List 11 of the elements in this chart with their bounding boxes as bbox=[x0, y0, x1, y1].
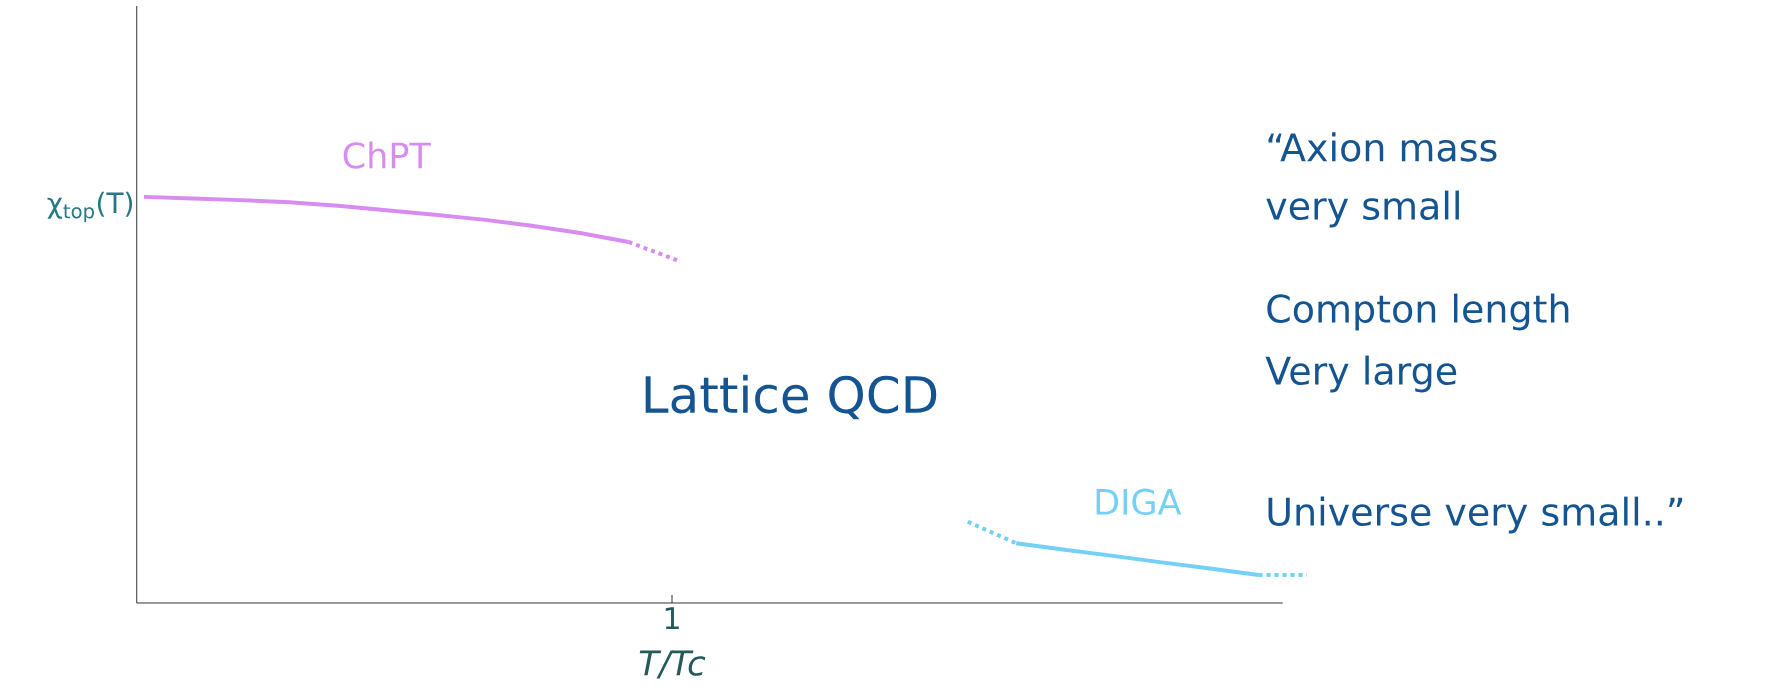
y-axis-title: χ$_{top}$(T) bbox=[47, 191, 133, 223]
annotation: Very large bbox=[1265, 355, 1457, 393]
annotation: very small bbox=[1266, 190, 1459, 228]
annotation: Compton length bbox=[1267, 293, 1569, 331]
text: 1 bbox=[665, 607, 679, 630]
annotation: Lattice QCD bbox=[645, 374, 937, 420]
x-axis-title: T/Tc bbox=[639, 650, 706, 679]
annotation: Universe very small..” bbox=[1268, 496, 1683, 534]
series-label: DIGA bbox=[1096, 488, 1182, 516]
text: “Axion mass bbox=[1268, 132, 1497, 162]
series-label: ChPT bbox=[343, 141, 431, 169]
